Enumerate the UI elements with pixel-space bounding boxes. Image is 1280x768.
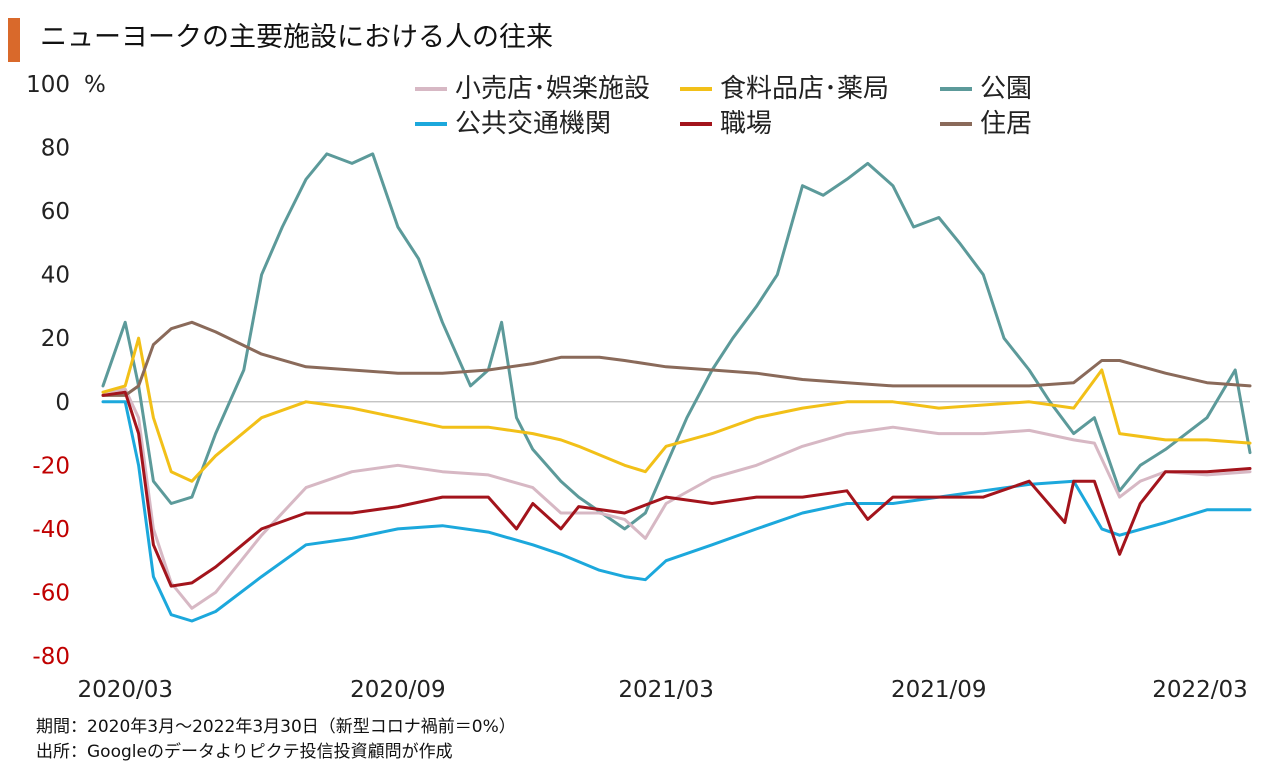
x-tick-label: 2020/03 — [77, 677, 173, 703]
y-unit-label: % — [84, 72, 106, 98]
legend-label: 公共交通機関 — [455, 109, 611, 139]
series-line-3 — [101, 400, 1252, 623]
series-line-2 — [101, 152, 1252, 531]
x-tick-label: 2020/09 — [350, 677, 446, 703]
legend-label: 小売店･娯楽施設 — [455, 74, 650, 104]
series-line-1 — [101, 336, 1252, 483]
x-tick-label: 2022/03 — [1152, 677, 1248, 703]
y-tick-label: 40 — [41, 263, 70, 289]
series-line-0 — [101, 387, 1252, 610]
footnote-period: 期間：2020年3月～2022年3月30日（新型コロナ禍前＝0%） — [36, 717, 516, 737]
x-axis-ticks: 2020/03 2020/09 2021/03 2021/09 2022/03 — [77, 677, 1247, 703]
legend-label: 食料品店･薬局 — [720, 74, 889, 104]
title-accent-bar — [8, 18, 20, 62]
legend-label: 住居 — [980, 109, 1032, 139]
y-axis-ticks: -80 -60 -40 -20 0 20 40 60 80 100% — [26, 72, 106, 670]
series-line-5 — [101, 320, 1252, 397]
legend-label: 公園 — [980, 74, 1032, 104]
y-tick-label: 80 — [41, 136, 70, 162]
x-tick-label: 2021/09 — [891, 677, 987, 703]
y-tick-label: -20 — [32, 453, 70, 479]
y-tick-label: 60 — [41, 199, 70, 225]
series-line-4 — [101, 390, 1252, 588]
series-lines — [101, 152, 1252, 623]
y-tick-label: 0 — [55, 390, 70, 416]
y-tick-label: -60 — [32, 580, 70, 606]
x-tick-label: 2021/03 — [618, 677, 714, 703]
y-tick-label: 20 — [41, 326, 70, 352]
y-tick-label: -40 — [32, 517, 70, 543]
page-title: ニューヨークの主要施設における人の往来 — [40, 22, 553, 53]
legend-label: 職場 — [720, 109, 772, 139]
y-tick-label: 100 — [26, 72, 70, 98]
y-tick-label: -80 — [32, 644, 70, 670]
footnote-source: 出所：Googleのデータよりピクテ投信投資顧問が作成 — [36, 742, 453, 762]
